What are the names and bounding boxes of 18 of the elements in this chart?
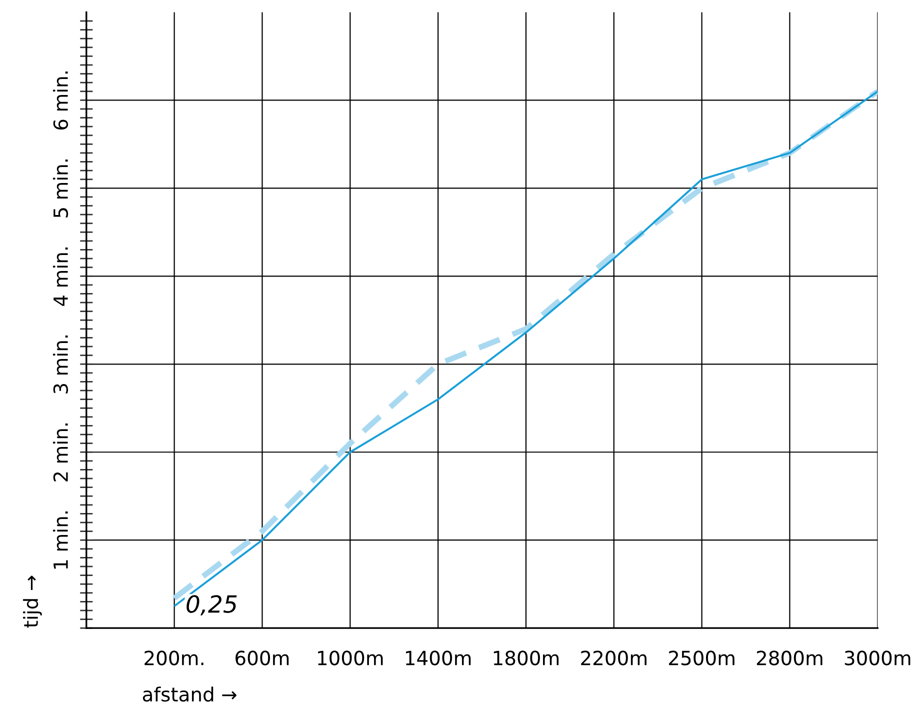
y-tick-label: 1 min. [52,512,68,569]
x-tick-label: 2200m [581,650,646,666]
annotation: 0,25 [186,595,237,616]
x-tick-label: 2500m [669,650,734,666]
y-tick-label: 2 min. [52,424,68,482]
x-tick-label: 1400m [406,650,471,666]
x-tick-label: 3000m [844,650,910,666]
y-tick-label: 6 min. [52,72,68,130]
y-tick-label: 3 min. [52,336,68,394]
x-tick-label: 1000m [318,650,383,666]
y-axis-title: tijd → [23,576,42,628]
x-tick-label: 200m. [144,650,204,666]
x-tick-label: 600m [236,650,289,666]
y-tick-label: 4 min. [52,248,68,306]
x-axis-title: afstand → [142,686,236,702]
x-tick-label: 1800m [494,650,559,666]
x-tick-label: 2800m [756,650,822,666]
y-tick-label: 5 min. [52,160,68,218]
